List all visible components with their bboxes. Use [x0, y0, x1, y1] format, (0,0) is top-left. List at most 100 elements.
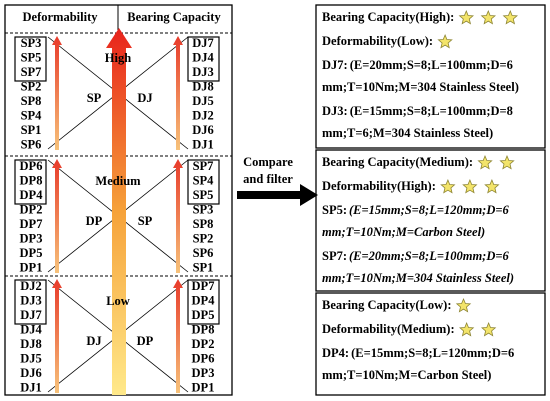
item: SP5	[21, 50, 42, 64]
star	[481, 321, 497, 337]
star	[499, 154, 515, 170]
item: DP7	[20, 217, 43, 231]
center-label: and filter	[243, 172, 293, 186]
item: SP3	[193, 202, 214, 216]
item: SP8	[193, 217, 214, 231]
side-arrow	[173, 279, 183, 393]
item: DP8	[192, 322, 215, 336]
item: DP4	[192, 293, 216, 307]
entry-text: (E=15mm;S=8;L=120mm;D=6	[349, 203, 509, 217]
item: SP7	[21, 65, 42, 79]
entry-text: mm;T=10Nm;M=304 Stainless Steel)	[322, 271, 514, 285]
item: DP2	[192, 337, 215, 351]
star	[477, 154, 493, 170]
header-right: Bearing Capacity	[127, 10, 221, 24]
entry-text: mm;T=10Nm;M=Carbon Steel)	[322, 225, 485, 239]
group-box	[187, 159, 220, 205]
right-panel: Bearing Capacity(High): Deformability(Low…	[315, 4, 546, 396]
star	[440, 178, 456, 194]
star	[462, 178, 478, 194]
header-left: Deformability	[23, 10, 99, 24]
entry-id: SP5:	[322, 203, 347, 217]
entry-text: (E=20mm;S=8;L=100mm;D=6	[349, 249, 509, 263]
item: DJ6	[20, 366, 42, 380]
item: DJ5	[192, 94, 214, 108]
item: DJ3	[192, 65, 214, 79]
item: DP8	[20, 173, 43, 187]
main-arrow	[106, 28, 132, 395]
item: DP5	[192, 308, 215, 322]
heading: Bearing Capacity(Medium):	[322, 155, 473, 169]
item: DJ8	[192, 79, 214, 93]
group-label: SP	[87, 91, 102, 105]
group-box	[14, 159, 47, 205]
group-label: DJ	[137, 91, 152, 105]
result-box	[315, 292, 546, 396]
heading: Deformability(Medium):	[322, 322, 455, 336]
result-box	[315, 4, 546, 149]
group-label: DP	[137, 334, 154, 348]
star	[459, 321, 475, 337]
item: SP2	[193, 231, 214, 245]
item: DJ7	[20, 308, 42, 322]
group-label: SP	[138, 214, 153, 228]
level-labels: High SP DJ Medium DP SP Low DJ DP	[86, 51, 154, 348]
side-arrow	[173, 36, 183, 150]
flow-arrow	[237, 184, 318, 206]
item: DJ1	[20, 380, 42, 394]
item: DP2	[20, 202, 43, 216]
group-label: DP	[86, 214, 103, 228]
item: DJ7	[192, 36, 214, 50]
group-box	[187, 36, 220, 82]
level-label: High	[105, 51, 131, 65]
level-label: Low	[106, 294, 130, 308]
item: DP4	[20, 188, 44, 202]
item: SP7	[193, 159, 214, 173]
heading: Deformability(Low):	[322, 34, 433, 48]
item: DP3	[20, 231, 43, 245]
item: SP6	[21, 137, 42, 151]
entry-text: mm;T=10Nm;M=Carbon Steel)	[322, 368, 491, 382]
entry-text: mm;T=10Nm;M=304 Stainless Steel)	[322, 80, 519, 94]
item: SP6	[193, 246, 214, 260]
result-box	[315, 149, 546, 292]
entry-text: (E=20mm;S=8;L=100mm;D=6	[350, 58, 513, 72]
group-box	[187, 279, 220, 325]
item: SP3	[21, 36, 42, 50]
star	[455, 297, 472, 313]
heading: Bearing Capacity(Low):	[322, 298, 452, 312]
star	[502, 9, 519, 25]
item: SP4	[21, 108, 43, 122]
item: DJ4	[20, 322, 42, 336]
entry-text: (E=15mm;S=8;L=100mm;D=8	[350, 104, 513, 118]
item: SP1	[193, 260, 214, 274]
entry-text: mm;T=6;M=304 Stainless Steel)	[322, 126, 493, 140]
item: DP6	[192, 351, 215, 365]
item: DP1	[192, 380, 215, 394]
entry-id: DP4:	[322, 346, 349, 360]
item: DJ3	[20, 293, 42, 307]
item: DJ1	[192, 137, 214, 151]
side-arrow	[52, 279, 62, 393]
group-box	[14, 279, 47, 325]
item: SP5	[193, 188, 214, 202]
item: DP7	[192, 279, 215, 293]
center-label: Compare	[243, 155, 293, 169]
group-label: DJ	[86, 334, 101, 348]
side-arrow	[52, 36, 62, 150]
side-arrow	[52, 159, 62, 273]
item: SP8	[21, 94, 42, 108]
item: DP6	[20, 159, 43, 173]
side-arrow	[173, 159, 183, 273]
group-box	[14, 36, 47, 82]
item: DJ8	[20, 337, 42, 351]
item: SP2	[21, 79, 42, 93]
item: DP3	[192, 366, 215, 380]
item: DP5	[20, 246, 43, 260]
sections: SP3SP5SP7SP2SP8SP4SP1SP6DJ7DJ4DJ3DJ8DJ5D…	[5, 32, 232, 394]
item: SP4	[193, 173, 215, 187]
entry-text: (E=15mm;S=8;L=120mm;D=6	[351, 346, 514, 360]
item: DJ5	[20, 351, 42, 365]
item: DP1	[20, 260, 43, 274]
